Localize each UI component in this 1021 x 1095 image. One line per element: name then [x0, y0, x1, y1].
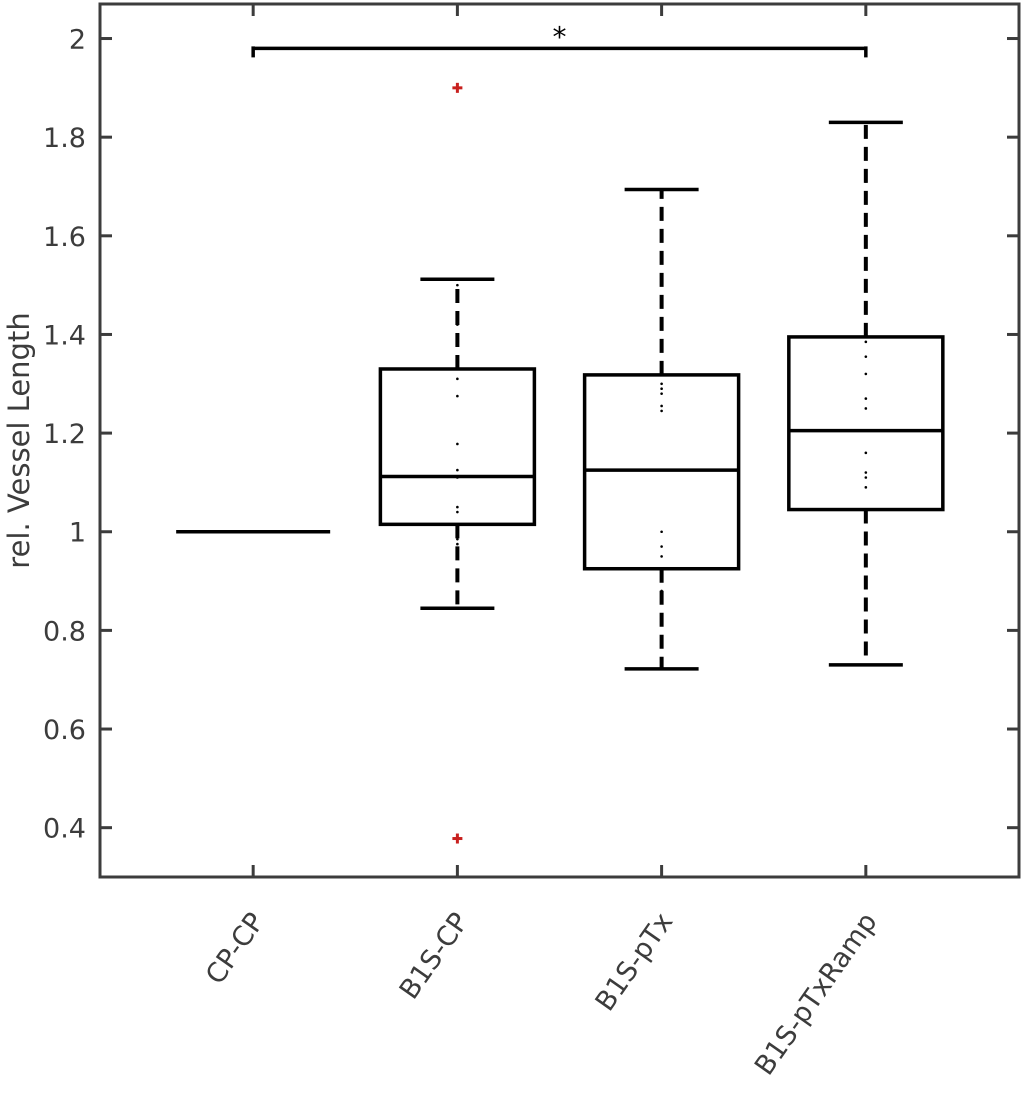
- outlier-marker: [452, 82, 463, 93]
- data-point: [456, 505, 459, 509]
- iqr-box: [787, 335, 945, 512]
- y-tick-label: 0.4: [43, 814, 86, 845]
- data-point: [456, 283, 459, 287]
- y-tick-label: 0.6: [43, 715, 86, 746]
- data-point: [660, 409, 663, 413]
- data-point: [456, 537, 459, 541]
- box-b1s-cp: [378, 82, 537, 844]
- data-point: [864, 542, 868, 546]
- iqr-box: [378, 367, 537, 527]
- data-point: [864, 476, 868, 479]
- data-point: [864, 397, 868, 400]
- data-point: [864, 451, 868, 455]
- data-point: [456, 377, 459, 381]
- y-tick-label: 1: [69, 518, 86, 549]
- data-point: [660, 382, 663, 386]
- significance-annotations: *: [251, 20, 868, 58]
- y-tick-label: 0.8: [43, 616, 86, 647]
- x-tick-label: B1S-pTxRamp: [749, 907, 884, 1081]
- plot-frame: [98, 2, 1021, 879]
- data-point: [456, 542, 459, 546]
- data-point: [864, 340, 868, 344]
- data-point: [864, 537, 868, 541]
- data-point: [456, 394, 459, 398]
- data-point: [864, 170, 868, 173]
- data-point: [864, 407, 868, 410]
- y-tick-label: 1.2: [43, 419, 86, 450]
- data-point: [660, 594, 663, 598]
- data-point: [456, 510, 459, 514]
- box-b1s-ptx: [582, 187, 741, 671]
- y-tick-label: 1.6: [43, 222, 86, 253]
- x-axis: CP-CP B1S-CP B1S-pTx B1S-pTxRamp: [200, 4, 884, 1081]
- data-point: [864, 372, 868, 376]
- data-point: [456, 442, 459, 446]
- data-point: [456, 333, 459, 336]
- data-point: [864, 486, 868, 489]
- y-tick-label: 2: [69, 25, 86, 56]
- data-point: [864, 355, 868, 358]
- data-point: [456, 323, 459, 326]
- data-point: [660, 530, 663, 534]
- data-point: [660, 589, 663, 593]
- significance-star: *: [553, 20, 567, 53]
- box-b1s-ptxramp: [787, 120, 945, 667]
- x-tick-label: B1S-pTx: [590, 907, 680, 1017]
- data-point: [864, 471, 868, 474]
- data-point: [660, 579, 663, 583]
- x-tick-label: B1S-CP: [394, 907, 475, 1005]
- data-point: [660, 545, 663, 548]
- y-axis: 0.4 0.6 0.8 1 1.2 1.4 1.6 1.8 2: [43, 25, 1019, 845]
- box-series: [176, 82, 945, 844]
- y-tick-label: 1.8: [43, 123, 86, 154]
- outlier-marker: [452, 833, 463, 844]
- data-point: [456, 468, 459, 472]
- data-point: [660, 555, 663, 558]
- x-tick-label: CP-CP: [200, 907, 271, 990]
- data-point: [864, 180, 868, 183]
- y-axis-label: rel. Vessel Length: [2, 312, 36, 568]
- data-point: [660, 392, 663, 395]
- data-point: [660, 387, 663, 391]
- y-tick-label: 1.4: [43, 320, 86, 351]
- data-point: [660, 404, 663, 408]
- data-point: [456, 476, 459, 479]
